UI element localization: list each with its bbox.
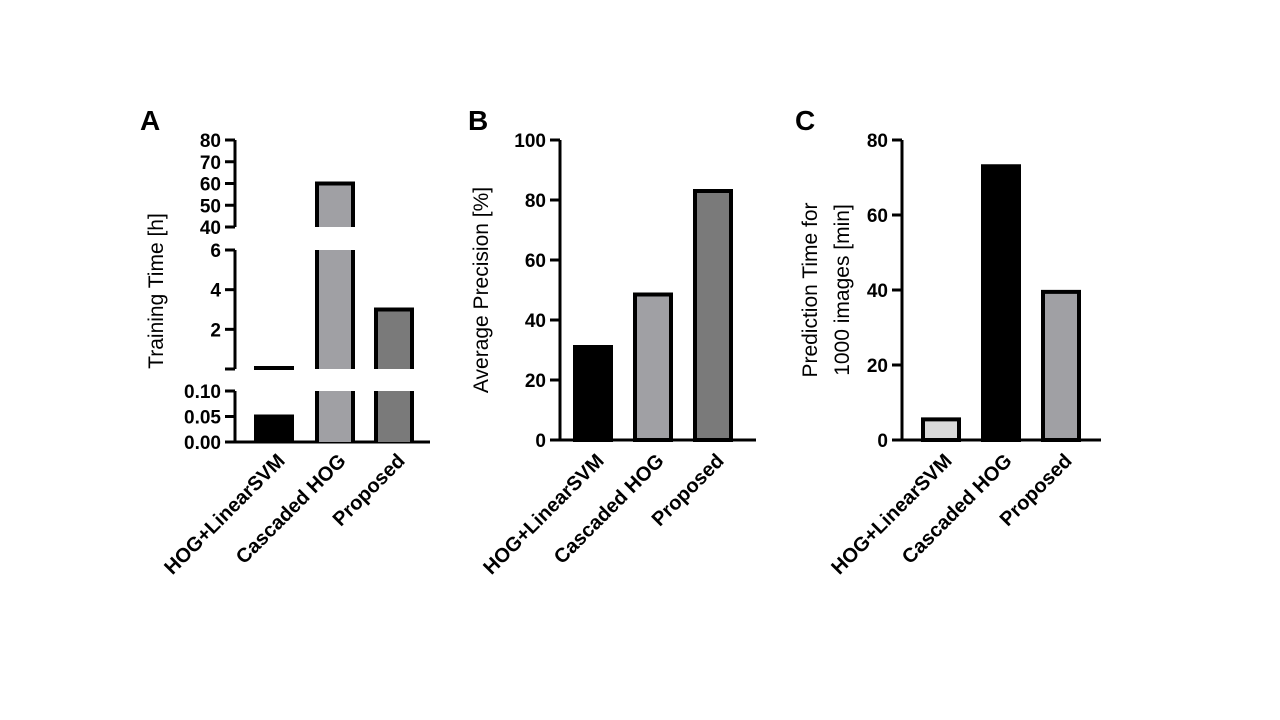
- y-tick-label: 40: [525, 311, 546, 332]
- y-tick-label: 100: [514, 131, 546, 152]
- y-tick-label: 0: [535, 431, 546, 452]
- y-tick-label: 50: [200, 196, 221, 217]
- y-tick-label: 0.10: [184, 382, 221, 403]
- y-tick-label: 0: [877, 431, 888, 452]
- y-tick-label: 4: [210, 281, 221, 302]
- bar-fill: [376, 309, 412, 369]
- bar-cascaded-hog: [315, 181, 355, 442]
- y-axis-title: Average Precision [%]: [470, 187, 493, 393]
- bar-cascaded-hog: [981, 164, 1021, 442]
- y-tick-label: 80: [867, 131, 888, 152]
- bar-fill: [317, 250, 353, 369]
- y-axis-title-line: 1000 images [min]: [831, 204, 854, 376]
- bar-fill: [256, 416, 292, 442]
- y-tick-label: 60: [200, 175, 221, 196]
- bar-cascaded-hog: [633, 292, 673, 442]
- panel-letter-c: C: [795, 105, 815, 136]
- y-tick-label: 40: [200, 218, 221, 239]
- y-tick-label: 60: [525, 251, 546, 272]
- bar-proposed: [1041, 289, 1081, 442]
- y-tick-label: 20: [867, 356, 888, 377]
- bar-proposed: [374, 307, 414, 442]
- panel-letter-a: A: [140, 105, 160, 136]
- y-tick-label: 0.00: [184, 433, 221, 454]
- y-tick-label: 40: [867, 281, 888, 302]
- bar-hog-linearsvm: [573, 345, 613, 442]
- y-tick-label: 70: [200, 153, 221, 174]
- y-axis-title-line: Prediction Time for: [799, 202, 822, 377]
- y-tick-label: 80: [200, 131, 221, 152]
- y-tick-label: 0.05: [184, 408, 221, 429]
- y-tick-label: 6: [210, 241, 221, 262]
- bar-hog-linearsvm: [921, 417, 961, 442]
- y-tick-label: 2: [210, 320, 221, 341]
- bar-fill: [376, 391, 412, 442]
- y-tick-label: 20: [525, 371, 546, 392]
- bar-fill: [317, 183, 353, 227]
- y-tick-label: 80: [525, 191, 546, 212]
- bar-proposed: [693, 189, 733, 442]
- panel-letter-b: B: [468, 105, 488, 136]
- bar-fill: [317, 391, 353, 442]
- bar-hog-linearsvm: [254, 366, 294, 442]
- y-tick-label: 60: [867, 206, 888, 227]
- y-axis-title: Training Time [h]: [145, 213, 168, 369]
